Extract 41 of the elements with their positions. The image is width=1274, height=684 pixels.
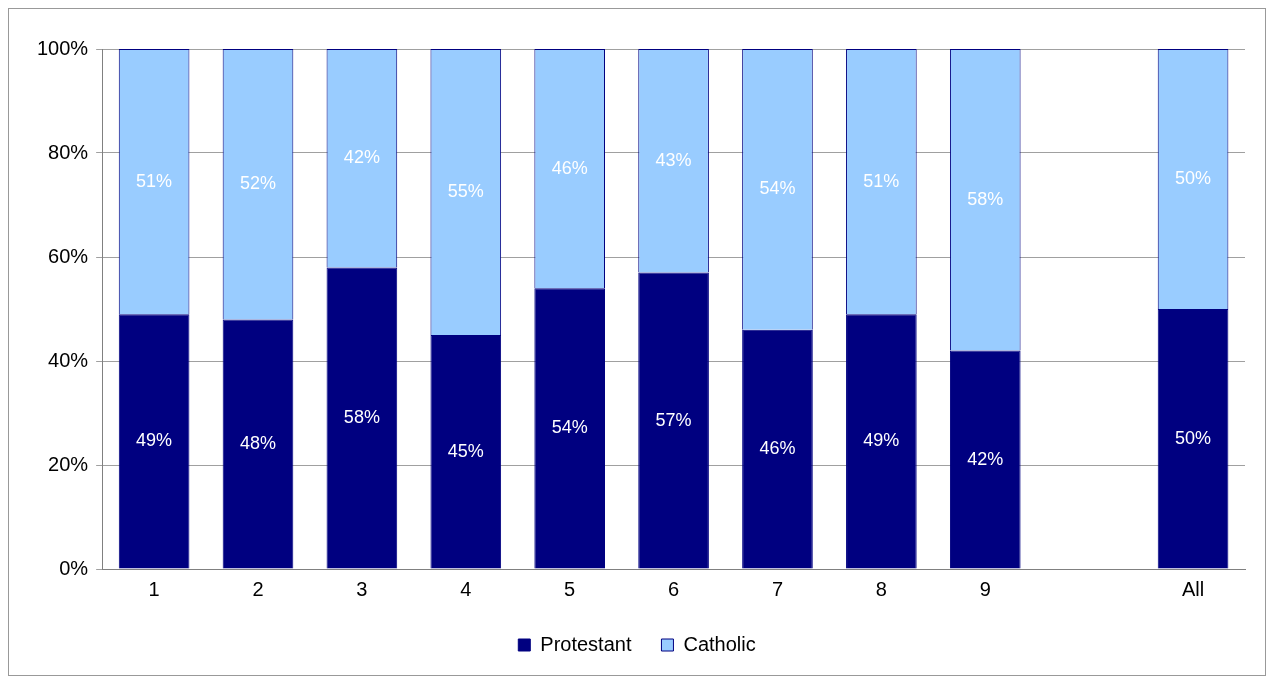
data-label: 54% [759, 178, 796, 199]
data-label: 50% [1175, 167, 1212, 188]
x-tick-label: 3 [356, 577, 368, 600]
x-tick-label: 4 [460, 577, 472, 600]
bar [638, 272, 709, 569]
x-tick-label: 7 [771, 577, 784, 600]
y-tick-label: 20% [48, 452, 89, 475]
data-label: 49% [863, 430, 900, 451]
data-label: 45% [447, 440, 484, 461]
y-tick-label: 60% [48, 244, 89, 267]
legend-label: Catholic [683, 632, 756, 655]
data-label: 58% [967, 188, 1004, 209]
x-tick-label: 5 [564, 577, 576, 600]
data-label: 52% [239, 173, 277, 194]
y-tick-label: 100% [37, 36, 89, 59]
data-label: 51% [863, 170, 900, 191]
data-label: 42% [967, 448, 1004, 469]
data-label: 43% [655, 149, 692, 170]
data-label: 58% [343, 406, 380, 427]
data-label: 46% [759, 438, 796, 459]
y-tick-label: 0% [59, 556, 89, 579]
x-tick-label: 8 [875, 577, 887, 600]
data-label: 57% [655, 409, 692, 430]
x-tick-label: All [1181, 577, 1205, 600]
x-tick-label: 1 [148, 577, 160, 600]
data-label: 42% [343, 147, 380, 168]
bar [846, 314, 917, 569]
data-label: 49% [136, 430, 173, 451]
y-tick-label: 80% [48, 140, 89, 163]
data-label: 46% [551, 157, 588, 178]
x-tick-label: 6 [668, 577, 680, 600]
data-label: 55% [447, 180, 484, 201]
x-tick-label: 9 [979, 577, 991, 600]
data-label: 51% [136, 170, 173, 191]
data-label: 50% [1175, 427, 1212, 448]
x-tick-label: 2 [252, 577, 264, 600]
data-label: 48% [239, 432, 277, 453]
legend-label: Protestant [540, 632, 632, 655]
data-label: 54% [551, 417, 588, 438]
y-tick-label: 40% [48, 348, 89, 371]
bar [742, 329, 813, 569]
